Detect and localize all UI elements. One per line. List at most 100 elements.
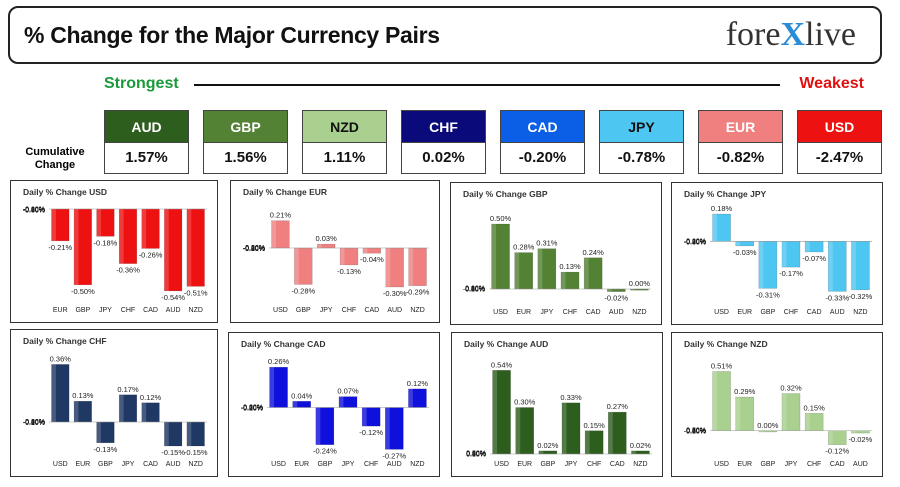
y-tick-label: 0.30% <box>243 405 263 412</box>
data-label: 0.24% <box>583 248 605 257</box>
x-tick-label: AUD <box>387 461 402 468</box>
x-tick-label: EUR <box>737 461 752 468</box>
y-tick-label: -0.40% <box>243 246 265 253</box>
y-tick-label: 0.20% <box>243 405 263 412</box>
bar-chart: Daily % Change EUR0.30%0.20%0.10%0.00%-0… <box>243 187 430 314</box>
logo-suffix: live <box>805 16 856 53</box>
bar-highlight <box>515 407 521 454</box>
data-label: 0.31% <box>536 239 558 248</box>
y-tick-label: 0.00% <box>686 428 706 435</box>
y-tick-label: 0.00% <box>686 239 706 246</box>
chart-panel-1: Daily % Change USD 0.00% -0.10% -0.20% -0.30… <box>10 180 218 323</box>
bar-highlight <box>561 402 567 454</box>
y-tick-label: 0.40% <box>25 419 45 426</box>
data-label: 0.32% <box>780 384 802 393</box>
data-label: -0.13% <box>94 445 118 454</box>
data-label: -0.31% <box>756 290 780 299</box>
x-tick-label: AUD <box>166 461 181 468</box>
x-tick-label: JPY <box>785 461 798 468</box>
weakest-label: Weakest <box>799 75 864 92</box>
data-label: 0.15% <box>584 421 606 430</box>
data-label: 0.04% <box>291 391 313 400</box>
bar-highlight <box>758 430 764 432</box>
cumulative-box-usd: USD -2.47% <box>797 110 882 174</box>
y-tick-label: -0.30% <box>243 246 265 253</box>
currency-label: AUD <box>105 111 188 143</box>
x-tick-label: GBP <box>98 461 113 468</box>
bar-highlight <box>585 430 590 454</box>
logo-prefix: fore <box>725 16 781 53</box>
data-label: -0.36% <box>116 266 140 275</box>
data-label: -0.24% <box>313 447 337 456</box>
bar-chart: Daily % Change USD 0.00%-0.10%-0.20%-0.30… <box>23 187 208 314</box>
data-label: 0.30% <box>514 398 536 407</box>
y-tick-label: -0.30% <box>684 239 706 246</box>
x-tick-label: CAD <box>586 309 601 316</box>
cumulative-value: 0.02% <box>422 149 465 166</box>
y-tick-label: 0.60% <box>465 286 485 293</box>
x-tick-label: CAD <box>610 461 625 468</box>
bar-highlight <box>408 248 414 286</box>
header-banner: % Change for the Major Currency Pairs fo… <box>8 6 882 64</box>
x-tick-label: CAD <box>830 461 845 468</box>
bar-highlight <box>338 396 344 408</box>
x-tick-label: NZD <box>632 309 646 316</box>
y-tick-label: -0.10% <box>684 428 706 435</box>
y-tick-label: 0.00% <box>25 420 45 427</box>
y-tick-label: -0.20% <box>684 239 706 246</box>
bar-highlight <box>712 371 718 431</box>
data-label: 0.29% <box>734 387 756 396</box>
cumulative-value: 1.57% <box>125 149 168 166</box>
x-tick-label: CAD <box>143 307 158 314</box>
chart-panel-7: Daily % Change AUD 0.60% 0.50% 0.40% 0.30% 0.… <box>451 332 663 477</box>
data-label: -0.27% <box>382 451 406 460</box>
x-tick-label: CHF <box>364 461 378 468</box>
y-tick-label: -0.40% <box>684 239 706 246</box>
cumulative-value: -0.82% <box>716 149 765 166</box>
currency-label: JPY <box>600 111 683 143</box>
data-label: -0.18% <box>94 238 118 247</box>
x-tick-label: GBP <box>760 461 775 468</box>
y-tick-label: -0.10% <box>23 420 45 427</box>
chart-panel-6: Daily % Change CAD 0.30% 0.20% 0.10% 0.00% -0… <box>228 332 440 477</box>
x-tick-label: NZD <box>633 461 647 468</box>
bar-highlight <box>631 450 636 454</box>
bar-highlight <box>186 209 192 287</box>
x-tick-label: CHF <box>807 461 821 468</box>
x-tick-label: CAD <box>143 461 158 468</box>
x-tick-label: EUR <box>516 309 531 316</box>
x-tick-label: JPY <box>342 461 355 468</box>
y-tick-label: 0.00% <box>245 246 265 253</box>
y-tick-label: -0.30% <box>23 207 45 214</box>
y-tick-label: -0.10% <box>23 207 45 214</box>
data-label: -0.12% <box>359 428 383 437</box>
x-tick-label: EUR <box>737 309 752 316</box>
x-tick-label: CHF <box>342 307 356 314</box>
y-tick-label: -0.10% <box>243 246 265 253</box>
x-tick-label: NZD <box>189 307 203 314</box>
data-label: -0.15% <box>184 448 208 457</box>
x-tick-label: NZD <box>410 461 424 468</box>
cumulative-box-chf: CHF 0.02% <box>401 110 486 174</box>
x-tick-label: AUD <box>853 461 868 468</box>
x-tick-label: AUD <box>830 309 845 316</box>
x-tick-label: CHF <box>563 309 577 316</box>
data-label: 0.36% <box>50 354 72 363</box>
x-tick-label: CHF <box>587 461 601 468</box>
data-label: -0.54% <box>161 293 185 302</box>
y-tick-label: -0.10% <box>684 239 706 246</box>
bar-highlight <box>828 241 833 292</box>
x-tick-label: EUR <box>53 307 68 314</box>
bar-highlight <box>735 241 741 246</box>
bar-highlight <box>294 248 299 285</box>
currency-label: USD <box>798 111 881 143</box>
x-tick-label: EUR <box>517 461 532 468</box>
cumulative-value: 1.56% <box>224 149 267 166</box>
bar-highlight <box>51 364 56 422</box>
data-label: 0.28% <box>513 243 535 252</box>
y-tick-label: 0.30% <box>686 428 706 435</box>
x-tick-label: JPY <box>565 461 578 468</box>
x-tick-label: CHF <box>121 307 135 314</box>
x-tick-label: GBP <box>296 307 311 314</box>
bar-highlight <box>119 209 124 264</box>
